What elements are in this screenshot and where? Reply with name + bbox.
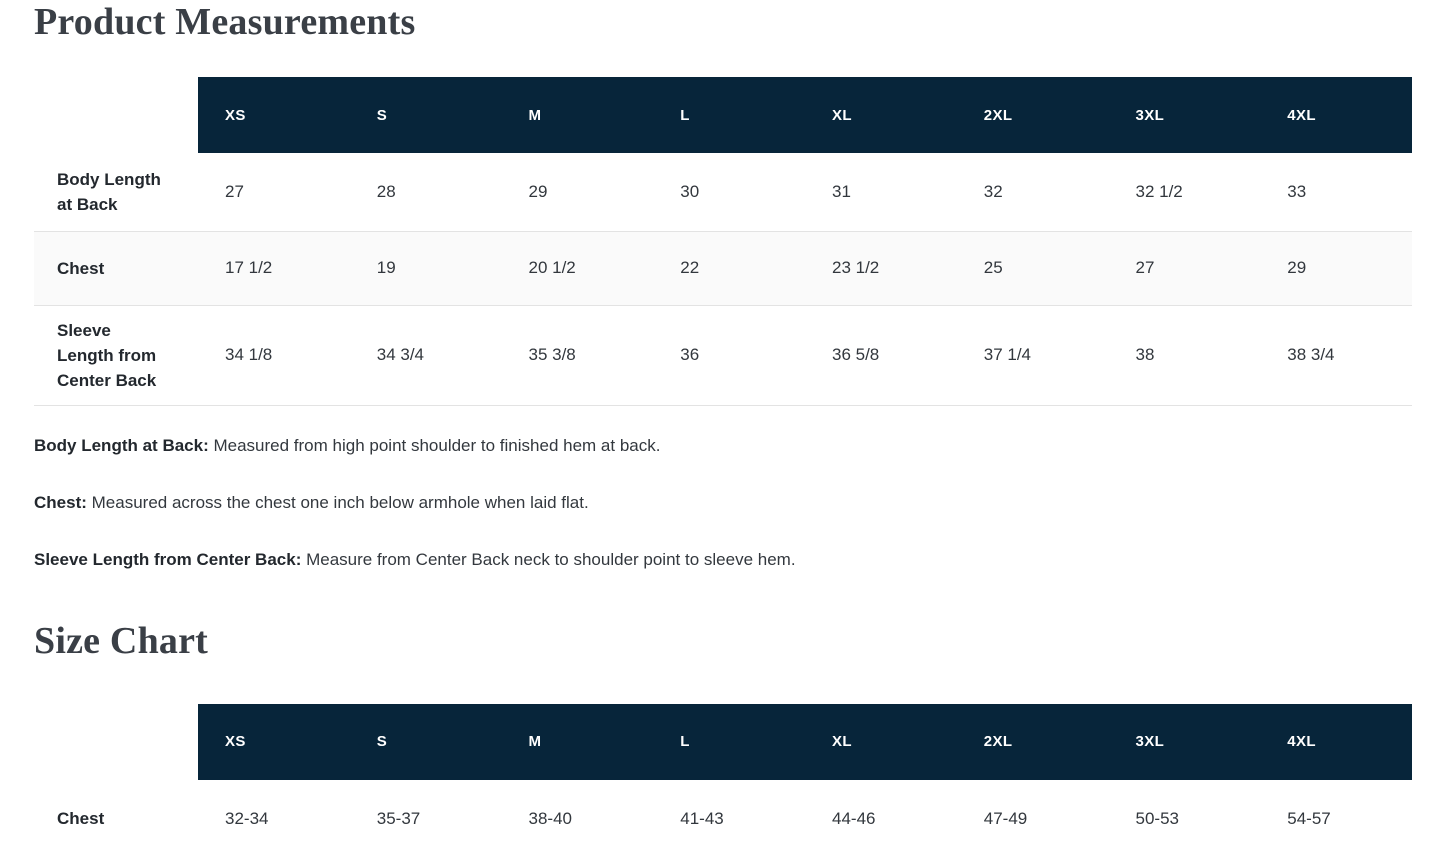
size-chart-value-cell: 47-49 <box>983 808 1028 828</box>
product-measurements-title: Product Measurements <box>34 1 416 43</box>
measurement-definitions: Body Length at Back: Measured from high … <box>34 434 1412 572</box>
header-corner-cell <box>34 704 198 780</box>
measurement-value-cell: 28 <box>376 181 396 201</box>
measurement-value-cell: 20 1/2 <box>528 258 576 277</box>
size-chart-value-cell: 32-34 <box>225 808 269 828</box>
measurement-value-cell: 25 <box>983 258 1003 277</box>
size-header-row: XS S M L XL 2XL 3XL 4XL <box>34 703 1412 780</box>
measurement-row-label: Sleeve Length from Center Back <box>57 320 157 390</box>
measurement-value-cell: 32 <box>983 181 1003 201</box>
size-chart-value-cell: 44-46 <box>832 808 876 828</box>
measurement-row: Sleeve Length from Center Back 34 1/8 34… <box>34 305 1412 405</box>
definition-item: Body Length at Back: Measured from high … <box>34 434 1412 458</box>
size-chart-table: XS S M L XL 2XL 3XL 4XL Chest 32-34 35-3… <box>34 703 1412 858</box>
size-column-header: XL <box>805 77 957 153</box>
size-chart-value-cell: 54-57 <box>1287 808 1331 828</box>
size-chart-value-cell: 38-40 <box>528 808 572 828</box>
size-column-header: XL <box>805 703 957 780</box>
size-column-header: M <box>501 703 654 780</box>
measurement-value-cell: 37 1/4 <box>983 345 1032 364</box>
measurement-value-cell: 35 3/8 <box>528 345 576 364</box>
size-column-header: 3XL <box>1108 77 1261 153</box>
size-column-header: 4XL <box>1260 77 1412 153</box>
measurement-value-cell: 34 3/4 <box>376 345 425 364</box>
size-chart-row-label: Chest <box>57 809 105 828</box>
measurement-value-cell: 38 <box>1135 345 1155 364</box>
size-chart-title: Size Chart <box>34 619 209 662</box>
size-column-header: 2XL <box>956 703 1109 780</box>
size-chart-value-cell: 35-37 <box>376 808 421 828</box>
definition-item: Sleeve Length from Center Back: Measure … <box>34 548 1412 572</box>
product-measurements-table: XS S M L XL 2XL 3XL 4XL Body Length at B… <box>34 77 1412 406</box>
measurement-value-cell: 33 <box>1287 181 1307 201</box>
size-header-row: XS S M L XL 2XL 3XL 4XL <box>34 77 1412 153</box>
size-column-header: S <box>349 703 502 780</box>
measurement-value-cell: 36 5/8 <box>832 345 880 364</box>
size-column-header: 3XL <box>1108 703 1261 780</box>
measurement-value-cell: 29 <box>1287 258 1307 277</box>
measurement-value-cell: 32 1/2 <box>1135 181 1183 201</box>
definition-text: Measured across the chest one inch below… <box>86 492 589 512</box>
size-column-header: L <box>653 77 805 153</box>
size-chart-row: Chest 32-34 35-37 38-40 41-43 44-46 47-4… <box>34 779 1412 858</box>
measurement-row-label: Chest <box>57 258 105 278</box>
size-column-header: 4XL <box>1260 703 1412 780</box>
size-chart-value-cell: 41-43 <box>680 808 724 828</box>
definition-text: Measure from Center Back neck to shoulde… <box>301 549 796 569</box>
measurement-value-cell: 31 <box>832 181 851 201</box>
measurement-value-cell: 36 <box>680 345 700 364</box>
measurement-value-cell: 22 <box>680 258 700 277</box>
measurement-value-cell: 19 <box>376 258 396 277</box>
measurement-value-cell: 29 <box>528 181 548 201</box>
measurement-row: Chest 17 1/2 19 20 1/2 22 23 1/2 25 27 2… <box>34 231 1412 305</box>
definition-item: Chest: Measured across the chest one inc… <box>34 491 1412 515</box>
measurement-row-label: Body Length at Back <box>57 169 161 214</box>
measurement-value-cell: 38 3/4 <box>1287 345 1335 364</box>
header-corner-cell <box>34 77 198 153</box>
size-column-header: M <box>501 77 654 153</box>
measurement-value-cell: 27 <box>225 181 244 201</box>
size-column-header: L <box>653 703 805 780</box>
measurement-value-cell: 34 1/8 <box>225 345 273 364</box>
measurement-value-cell: 17 1/2 <box>225 258 273 277</box>
size-column-header: XS <box>198 77 350 153</box>
size-chart-value-cell: 50-53 <box>1135 808 1179 828</box>
size-column-header: 2XL <box>956 77 1109 153</box>
definition-term: Chest: <box>34 492 87 512</box>
measurement-value-cell: 23 1/2 <box>832 258 880 277</box>
definition-term: Sleeve Length from Center Back: <box>34 549 302 569</box>
definition-term: Body Length at Back: <box>34 435 209 455</box>
measurement-value-cell: 30 <box>680 181 700 201</box>
measurement-row: Body Length at Back 27 28 29 30 31 32 32… <box>34 153 1412 231</box>
size-column-header: S <box>349 77 502 153</box>
definition-text: Measured from high point shoulder to fin… <box>208 435 661 455</box>
measurement-value-cell: 27 <box>1135 258 1155 277</box>
size-column-header: XS <box>198 703 350 780</box>
